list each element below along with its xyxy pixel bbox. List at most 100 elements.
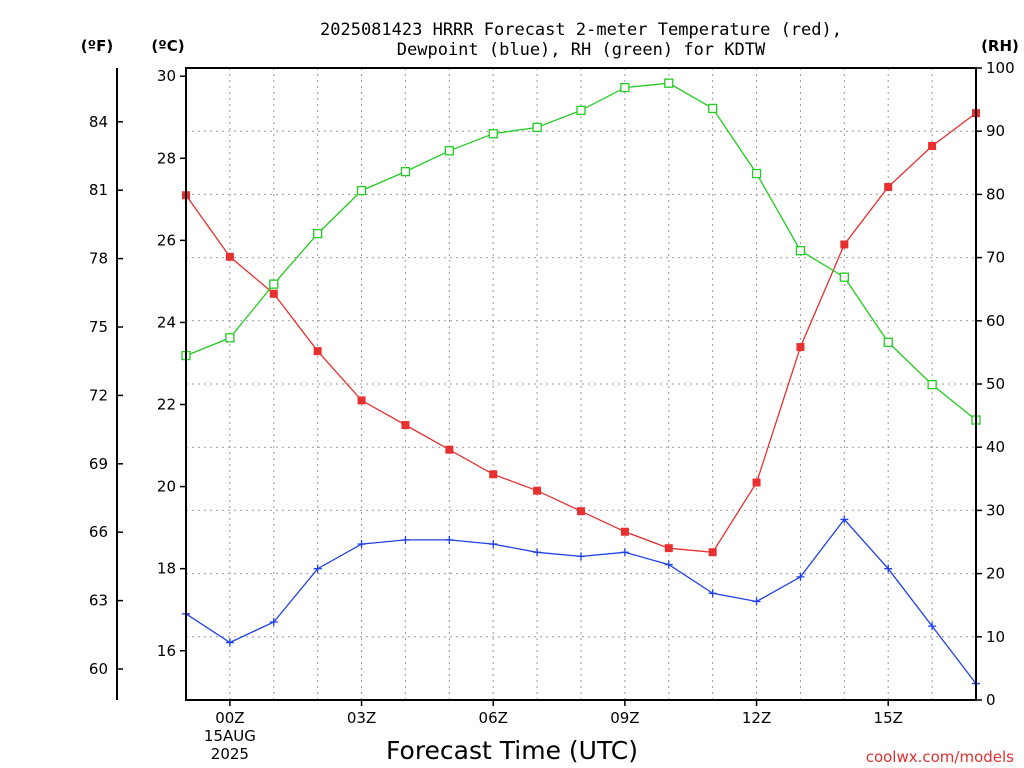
rh-point — [839, 272, 849, 282]
dewpoint-point — [313, 564, 322, 573]
rh-point — [313, 228, 323, 239]
temperature-point — [620, 527, 629, 536]
rh-tick-label: 80 — [986, 185, 1005, 203]
rh-point — [225, 333, 235, 343]
rh-tick-label: 100 — [986, 59, 1015, 77]
dewpoint-point — [401, 535, 410, 544]
temperature-point — [357, 396, 366, 405]
dewpoint-point — [225, 638, 234, 647]
rh-point — [708, 103, 718, 114]
temperature-point — [752, 478, 761, 487]
dewpoint-point — [840, 515, 849, 524]
fahrenheit-tick-label: 78 — [89, 250, 108, 268]
temperature-point — [533, 486, 542, 495]
rh-point — [927, 379, 937, 390]
series-layer — [181, 78, 981, 688]
rh-point — [444, 146, 454, 156]
fahrenheit-tick-label: 81 — [89, 181, 108, 199]
rh-tick-label: 90 — [986, 122, 1005, 140]
rh-tick-label: 40 — [986, 438, 1005, 456]
x-tick-label: 15Z — [874, 709, 903, 727]
temperature-point — [445, 445, 454, 454]
celsius-tick-label: 24 — [157, 313, 176, 331]
dewpoint-point — [664, 560, 673, 569]
rh-point — [400, 166, 411, 177]
fahrenheit-tick-label: 72 — [89, 386, 108, 404]
rh-point — [883, 337, 893, 347]
temperature-point — [928, 141, 937, 150]
celsius-tick-label: 20 — [157, 478, 176, 496]
axes: 16 18 20 22 24 26 28 30 60 63 66 69 72 75 78 81 84 0 10 20 3… — [89, 59, 1015, 763]
dewpoint-series — [182, 515, 980, 688]
dewpoint-point — [752, 597, 761, 606]
celsius-tick-label: 16 — [157, 642, 176, 660]
dewpoint-point — [533, 548, 542, 557]
date-label-line1: 15AUG — [204, 727, 256, 745]
rh-tick-label: 60 — [986, 312, 1005, 330]
fahrenheit-tick-label: 63 — [89, 592, 108, 610]
rh-tick-label: 20 — [986, 565, 1005, 583]
dewpoint-point — [445, 535, 454, 544]
rh-point — [664, 78, 674, 88]
dewpoint-point — [928, 622, 937, 631]
temperature-point — [884, 183, 893, 192]
temperature-point — [708, 548, 717, 557]
temperature-point — [796, 343, 805, 352]
dewpoint-point — [269, 618, 278, 627]
dewpoint-line — [185, 518, 977, 684]
temperature-point — [489, 470, 498, 479]
x-axis-title: Forecast Time (UTC) — [386, 736, 638, 765]
celsius-unit-label: (ºC) — [151, 37, 184, 55]
fahrenheit-tick-label: 66 — [89, 523, 108, 541]
celsius-tick-label: 30 — [157, 67, 176, 85]
rh-point — [269, 279, 279, 289]
rh-point — [356, 185, 367, 196]
x-tick-label: 09Z — [610, 709, 639, 727]
temperature-point — [577, 507, 585, 516]
rh-point — [795, 245, 806, 256]
dewpoint-point — [620, 548, 629, 557]
x-tick-label: 00Z — [215, 709, 244, 727]
rh-unit-label: (RH) — [981, 37, 1019, 55]
chart-title-line2: Dewpoint (blue), RH (green) for KDTW — [397, 40, 766, 60]
credit-text: coolwx.com/models — [866, 748, 1014, 766]
temperature-point — [664, 544, 673, 553]
celsius-tick-label: 18 — [157, 560, 176, 578]
rh-point — [751, 168, 762, 179]
rh-point — [532, 122, 542, 133]
dewpoint-point — [708, 589, 717, 598]
dewpoint-point — [884, 564, 893, 573]
dewpoint-point — [796, 572, 805, 581]
x-tick-label: 12Z — [742, 709, 771, 727]
fahrenheit-tick-label: 69 — [89, 455, 108, 473]
x-tick-label: 06Z — [479, 709, 508, 727]
chart-title-line1: 2025081423 HRRR Forecast 2-meter Tempera… — [320, 20, 842, 40]
fahrenheit-tick-label: 75 — [89, 318, 108, 336]
celsius-tick-label: 28 — [157, 149, 176, 167]
fahrenheit-tick-label: 84 — [89, 113, 108, 131]
rh-tick-label: 70 — [986, 249, 1005, 267]
temperature-point — [313, 347, 322, 356]
date-label-line2: 2025 — [211, 745, 249, 763]
celsius-tick-label: 22 — [157, 396, 176, 414]
rh-point — [620, 82, 630, 93]
celsius-tick-label: 26 — [157, 231, 176, 249]
grid — [186, 68, 976, 700]
plot-frame — [185, 67, 977, 701]
temperature-point — [269, 289, 278, 298]
rh-tick-label: 10 — [986, 628, 1005, 646]
rh-point — [488, 129, 498, 139]
x-tick-label: 03Z — [347, 709, 376, 727]
rh-point — [576, 105, 586, 115]
dewpoint-point — [489, 540, 498, 549]
temperature-point — [225, 252, 234, 261]
dewpoint-point — [357, 540, 366, 549]
rh-tick-label: 50 — [986, 375, 1005, 393]
dewpoint-point — [577, 552, 585, 561]
fahrenheit-tick-label: 60 — [89, 660, 108, 678]
temperature-point — [840, 240, 849, 249]
fahrenheit-unit-label: (ºF) — [81, 37, 113, 55]
rh-tick-label: 0 — [986, 691, 996, 709]
rh-tick-label: 30 — [986, 501, 1005, 519]
